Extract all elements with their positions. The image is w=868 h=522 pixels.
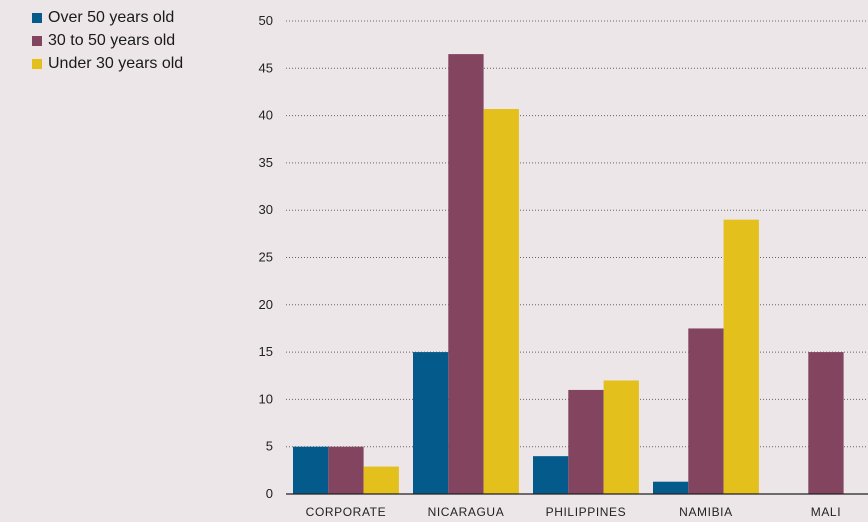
bar-corporate-series-0 [293,446,329,494]
x-tick-label-philippines: PHILIPPINES [546,505,627,519]
bar-corporate-series-2 [363,466,399,494]
y-tick-label-45: 45 [259,60,273,75]
bar-corporate-series-1 [328,446,364,494]
x-tick-label-namibia: NAMIBIA [679,505,733,519]
y-tick-label-10: 10 [259,391,273,406]
legend-swatch-30-to-50 [32,35,42,46]
bar-mali-series-1 [808,352,844,494]
y-tick-label-40: 40 [259,108,273,123]
legend-label-30-to-50: 30 to 50 years old [48,31,176,49]
bar-namibia-series-0 [653,481,689,494]
y-tick-label-0: 0 [266,486,273,501]
legend-swatch-under-30 [32,58,42,69]
x-tick-label-corporate: CORPORATE [306,505,387,519]
bar-nicaragua-series-1 [448,54,484,495]
y-tick-label-30: 30 [259,202,273,217]
bar-nicaragua-series-0 [413,352,449,494]
legend-item-under-30: Under 30 years old [32,52,183,75]
bar-nicaragua-series-2 [483,108,519,494]
bar-philippines-series-0 [533,456,569,494]
legend-label-under-30: Under 30 years old [48,54,184,72]
legend-label-over-50: Over 50 years old [48,8,175,26]
bar-namibia-series-1 [688,328,724,494]
y-tick-label-25: 25 [259,250,273,265]
legend-item-30-to-50: 30 to 50 years old [32,29,183,52]
y-tick-label-15: 15 [259,344,273,359]
y-tick-label-20: 20 [259,297,273,312]
bar-philippines-series-2 [603,380,639,494]
chart-legend: Over 50 years old 30 to 50 years old Und… [32,6,183,75]
bar-namibia-series-2 [723,219,759,494]
legend-swatch-over-50 [32,12,42,23]
y-tick-label-35: 35 [259,155,273,170]
x-tick-label-nicaragua: NICARAGUA [428,505,505,519]
x-tick-label-mali: MALI [811,505,841,519]
bar-philippines-series-1 [568,389,604,494]
y-tick-label-50: 50 [259,13,273,28]
y-tick-label-5: 5 [266,439,273,454]
legend-item-over-50: Over 50 years old [32,6,183,29]
